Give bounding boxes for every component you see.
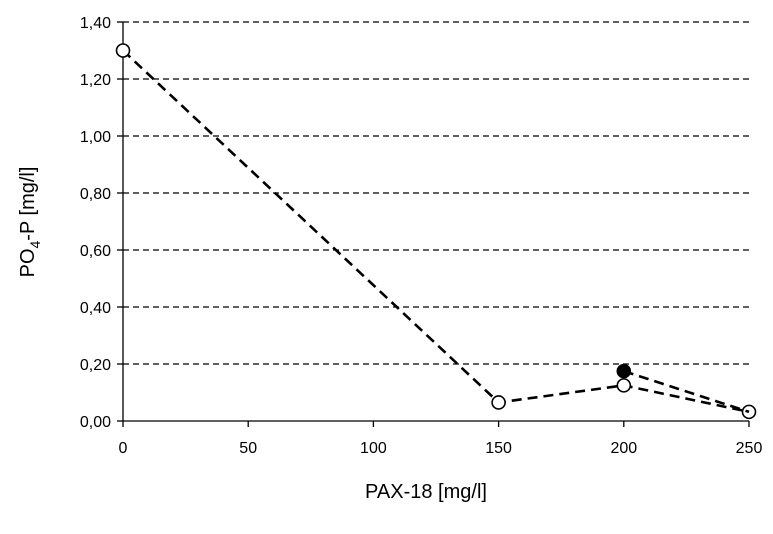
series-0-point-2 (616, 378, 632, 393)
y-axis-title-rest: -P [mg/l] (17, 167, 39, 241)
y-axis-title-subscript: 4 (27, 240, 43, 248)
series-1 (616, 363, 750, 414)
x-tick-label-5: 250 (736, 440, 763, 457)
x-axis-title: PAX-18 [mg/l] (365, 481, 487, 503)
x-tick-label-4: 200 (610, 440, 637, 457)
y-tick-label-2: 0,40 (80, 300, 111, 317)
series-1-point-0 (616, 363, 632, 379)
series-0 (115, 43, 757, 420)
y-tick-label-3: 0,60 (80, 243, 111, 260)
series-0-point-1 (491, 395, 506, 410)
y-tick-label-7: 1,40 (80, 15, 111, 32)
x-tick-label-0: 0 (119, 440, 128, 457)
y-axis-title-base: PO (17, 248, 39, 277)
x-tick-label-3: 150 (485, 440, 512, 457)
series-0-line (122, 49, 750, 414)
x-tick-label-2: 100 (360, 440, 387, 457)
y-tick-label-5: 1,00 (80, 129, 111, 146)
y-tick-label-6: 1,20 (80, 72, 111, 89)
y-tick-label-4: 0,80 (80, 186, 111, 203)
series (115, 43, 757, 420)
y-axis-title: PO4-P [mg/l] (17, 167, 43, 278)
y-tick-label-0: 0,00 (80, 414, 111, 431)
series-1-line (623, 369, 750, 414)
y-tick-label-1: 0,20 (80, 357, 111, 374)
series-0-point-0 (115, 43, 131, 58)
axes (117, 21, 750, 427)
gridlines (123, 21, 749, 365)
x-tick-label-1: 50 (239, 440, 257, 457)
tick-labels: 0,00 0,20 0,40 0,60 0,80 1,00 1,20 1,40 0 50 100 15… (80, 15, 763, 457)
